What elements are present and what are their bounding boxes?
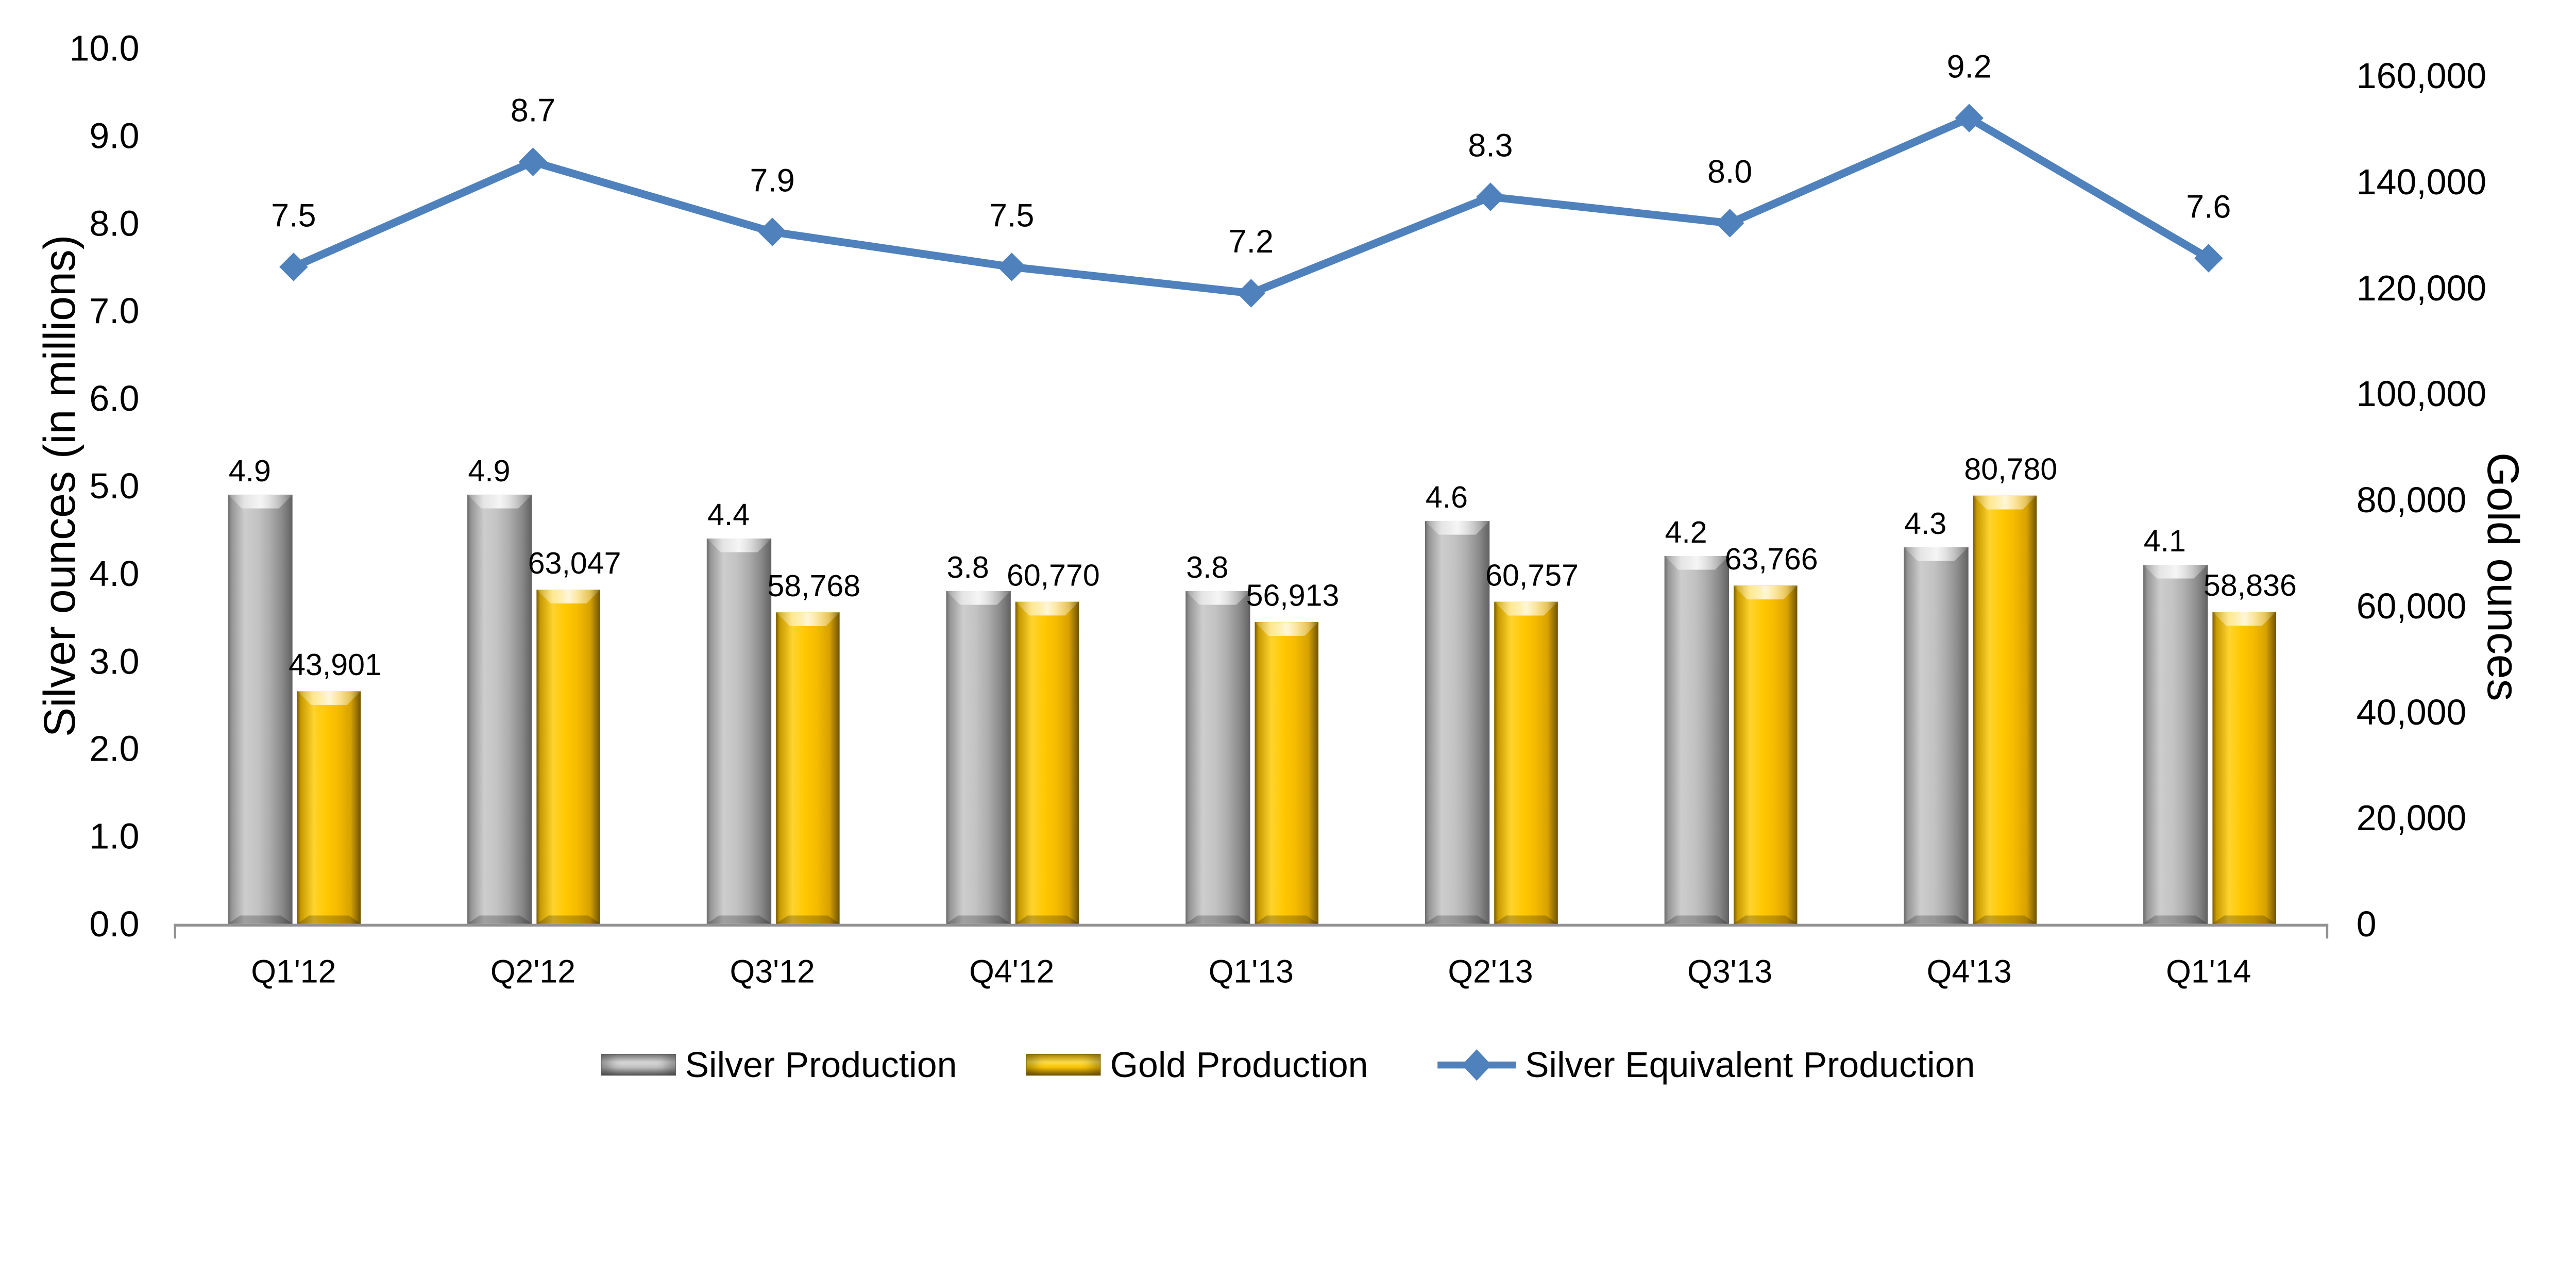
right-axis-tick: 80,000 (2356, 479, 2467, 520)
silver-production-bar (1904, 547, 1969, 924)
line-point-label: 8.7 (510, 92, 556, 128)
gold-production-bar (536, 590, 601, 924)
x-category-label: Q4'13 (1926, 953, 2012, 989)
gold-production-bar (297, 691, 361, 924)
legend-label: Silver Production (685, 1044, 957, 1085)
silver-production-bar (228, 494, 293, 924)
line-marker-swatch (1437, 1049, 1516, 1081)
left-axis-tick: 2.0 (89, 728, 140, 769)
gold-production-bar (1015, 601, 1079, 924)
gold-bar-label: 80,780 (1964, 451, 2058, 486)
left-axis-tick: 6.0 (89, 378, 140, 419)
silver-equivalent-line-layer (279, 104, 2223, 308)
line-point-label: 7.5 (271, 197, 316, 233)
x-category-label: Q4'12 (969, 953, 1055, 989)
diamond-marker (279, 253, 308, 281)
right-axis-tick: 120,000 (2356, 267, 2487, 308)
legend-label: Gold Production (1110, 1044, 1368, 1085)
line-point-label: 8.3 (1468, 127, 1513, 163)
x-category-label: Q3'13 (1687, 953, 1773, 989)
x-axis-end-tick (2326, 923, 2329, 939)
silver-production-bar (946, 591, 1011, 924)
production-combo-chart: Silver ounces (in millions) Gold ounces … (0, 0, 2576, 1144)
legend: Silver Production Gold Production Silver E… (0, 1044, 2576, 1085)
line-point-label: 7.9 (750, 162, 795, 198)
left-axis-tick: 5.0 (89, 465, 140, 507)
legend-item-silver-production: Silver Production (601, 1044, 957, 1085)
line-point-label: 7.5 (989, 197, 1035, 233)
silver-production-bar (706, 538, 772, 924)
silver-bar-label: 4.4 (707, 497, 750, 532)
silver-equivalent-line (292, 114, 2211, 297)
x-axis-end-tick (174, 923, 177, 939)
diamond-marker (1476, 182, 1505, 211)
gold-production-bar (1255, 622, 1319, 924)
x-category-label: Q1'14 (2166, 953, 2251, 989)
silver-bar-label: 4.6 (1425, 480, 1468, 514)
gold-bar-label: 43,901 (289, 647, 382, 682)
silver-bar-label: 4.9 (468, 453, 511, 488)
silver-swatch (601, 1054, 676, 1076)
silver-production-bar (1185, 591, 1250, 924)
silver-production-bar (1664, 556, 1729, 924)
legend-label: Silver Equivalent Production (1524, 1044, 1975, 1085)
right-axis-tick: 20,000 (2356, 797, 2467, 838)
silver-bar-label: 3.8 (946, 550, 989, 584)
right-axis-tick: 60,000 (2356, 585, 2467, 626)
silver-bar-label: 4.1 (2143, 524, 2186, 558)
right-axis-tick: 100,000 (2356, 373, 2487, 414)
right-axis-tick: 140,000 (2356, 161, 2487, 202)
gold-bar-label: 56,913 (1246, 578, 1340, 613)
gold-production-bar (1973, 495, 2037, 924)
diamond-marker (1236, 279, 1266, 308)
gold-production-bar (2212, 612, 2276, 924)
x-axis-line (174, 923, 2329, 927)
gold-bar-label: 63,766 (1724, 542, 1818, 576)
left-axis-tick: 0.0 (89, 903, 140, 945)
x-category-label: Q2'13 (1448, 953, 1533, 989)
silver-bar-label: 4.2 (1665, 515, 1707, 549)
right-axis-tick: 40,000 (2356, 691, 2467, 732)
diamond-marker (997, 253, 1026, 281)
right-axis-tick: 0 (2356, 903, 2377, 945)
x-category-label: Q3'12 (730, 953, 815, 989)
gold-production-bar (1733, 585, 1798, 924)
right-axis-tick: 160,000 (2356, 55, 2487, 96)
left-axis-tick: 10.0 (69, 27, 140, 69)
silver-bar-label: 4.9 (228, 453, 271, 488)
legend-item-gold-production: Gold Production (1026, 1044, 1368, 1085)
line-point-label: 7.2 (1228, 223, 1274, 260)
gold-bar-label: 60,757 (1485, 558, 1579, 592)
gold-bar-label: 58,836 (2204, 568, 2297, 602)
x-category-label: Q1'12 (251, 953, 336, 989)
line-point-label: 9.2 (1946, 48, 1992, 85)
gold-bar-label: 60,770 (1006, 558, 1100, 592)
left-axis-tick: 8.0 (89, 203, 140, 244)
line-point-label: 7.6 (2186, 188, 2231, 225)
diamond-marker (518, 147, 548, 176)
silver-production-bar (1425, 520, 1490, 924)
gold-bar-label: 63,047 (528, 546, 621, 580)
legend-item-silver-equivalent-production: Silver Equivalent Production (1437, 1044, 1975, 1085)
diamond-marker (758, 217, 787, 246)
silver-production-bar (2143, 564, 2208, 924)
diamond-marker (1715, 209, 1744, 238)
x-category-label: Q2'12 (490, 953, 576, 989)
gold-production-bar (776, 612, 840, 924)
gold-swatch (1026, 1054, 1101, 1076)
left-axis-tick: 9.0 (89, 115, 140, 156)
gold-bar-label: 58,768 (767, 568, 861, 603)
line-point-label: 8.0 (1707, 153, 1753, 190)
x-category-label: Q1'13 (1208, 953, 1294, 989)
left-axis-tick: 7.0 (89, 290, 140, 331)
left-axis-tick: 1.0 (89, 816, 140, 857)
silver-production-bar (467, 494, 532, 924)
gold-production-bar (1494, 601, 1558, 924)
silver-bar-label: 4.3 (1904, 506, 1947, 541)
left-axis-tick: 3.0 (89, 641, 140, 682)
left-axis-tick: 4.0 (89, 553, 140, 594)
silver-bar-label: 3.8 (1186, 550, 1229, 584)
